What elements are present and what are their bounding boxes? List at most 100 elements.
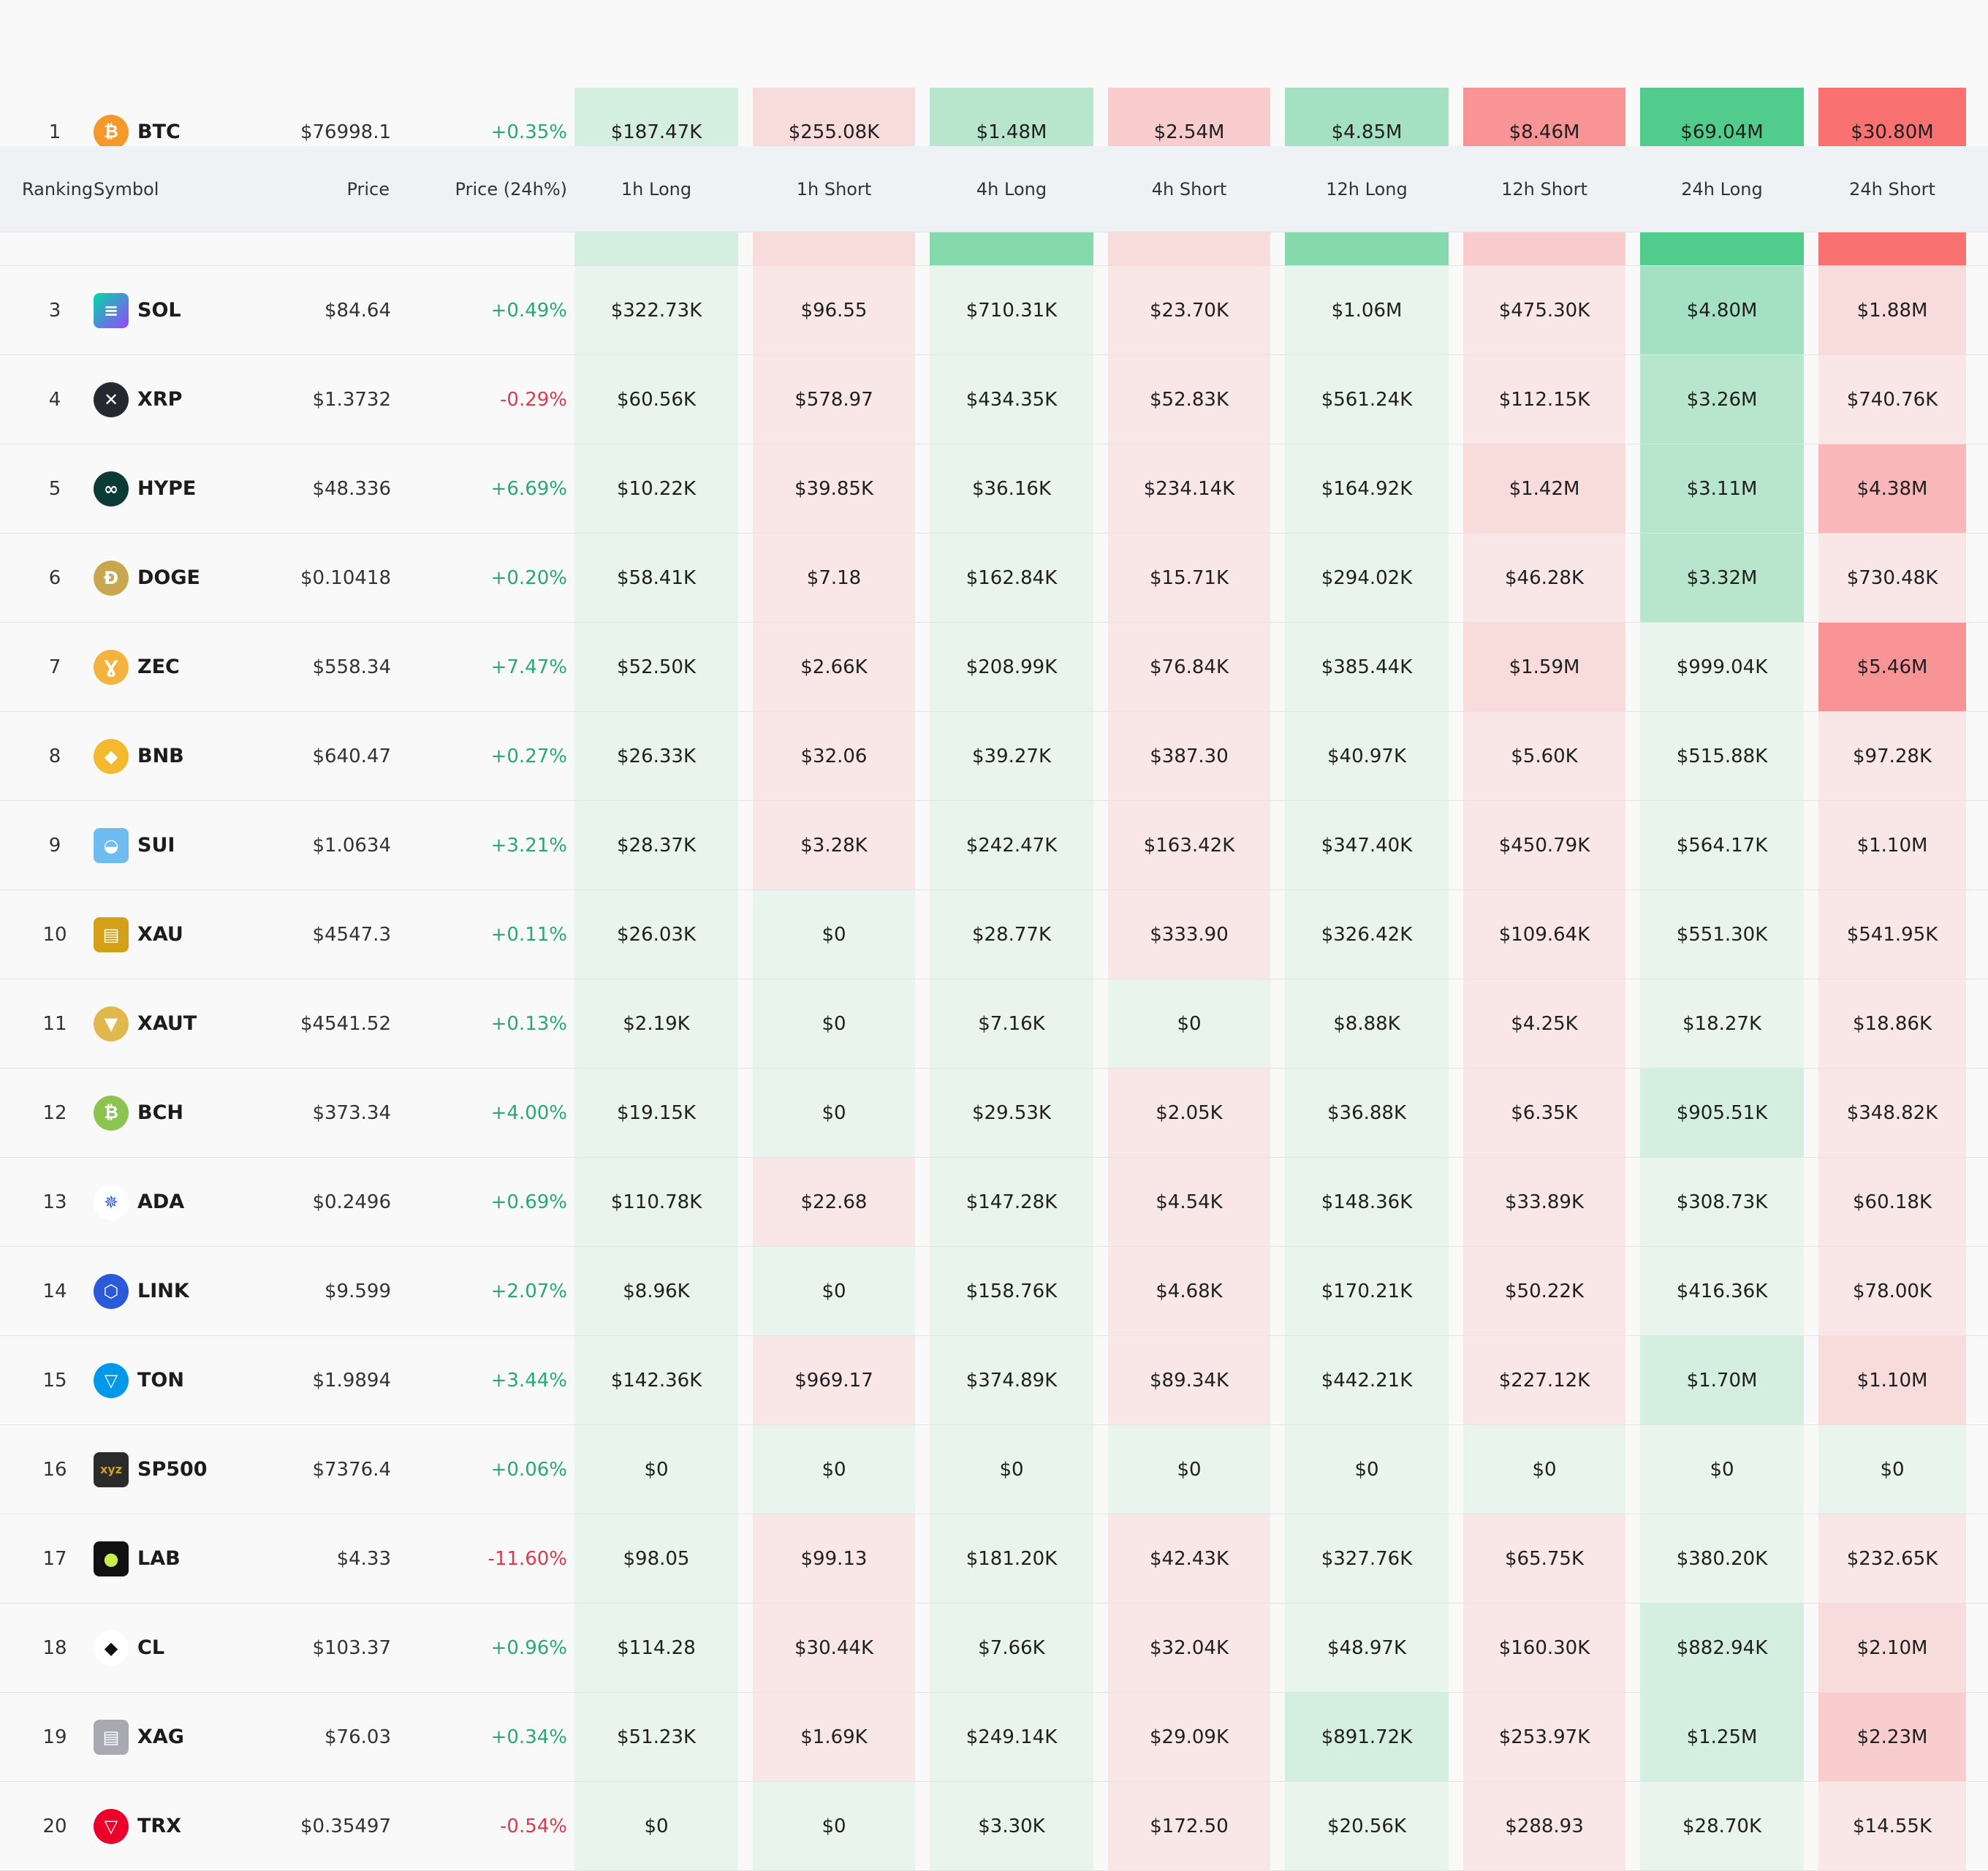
table-row[interactable]: 13 ✵ ADA $0.2496 +0.69% $110.78K $22.68 $147.28… xyxy=(0,1158,1988,1247)
value-4h-long: $7.16K xyxy=(930,979,1093,1068)
rank-cell: 5 xyxy=(48,477,61,500)
price-cell: $0.10418 xyxy=(300,566,391,589)
rank-cell: 11 xyxy=(42,1012,67,1035)
symbol-cell[interactable]: ◆ CL xyxy=(94,1604,276,1692)
symbol-cell[interactable]: ⬡ LINK xyxy=(94,1247,276,1335)
rank-cell: 7 xyxy=(48,656,61,678)
value-24h-long: $4.80M xyxy=(1640,266,1804,354)
table-row[interactable]: 10 ▤ XAU $4547.3 +0.11% $26.03K $0 $28.77K $333.… xyxy=(0,890,1988,979)
rank-cell: 17 xyxy=(42,1547,67,1570)
value-1h-long: $60.56K xyxy=(574,355,738,444)
value-24h-short: $1.10M xyxy=(1818,1336,1966,1424)
rank-cell: 1 xyxy=(48,121,61,143)
symbol-cell[interactable]: ◆ BNB xyxy=(94,712,276,800)
value-1h-short: $0 xyxy=(753,890,915,979)
symbol-cell[interactable]: ▽ TON xyxy=(94,1336,276,1424)
symbol-label: TON xyxy=(137,1369,184,1392)
value-24h-long: $905.51K xyxy=(1640,1069,1804,1157)
symbol-cell[interactable]: xyz SP500 xyxy=(94,1425,276,1514)
symbol-cell[interactable]: ≡ SOL xyxy=(94,266,276,354)
col-header-1h-long[interactable]: 1h Long xyxy=(621,178,692,200)
value-24h-long: $0 xyxy=(1640,1425,1804,1514)
value-1h-short: $30.44K xyxy=(753,1604,915,1692)
value-12h-long: $442.21K xyxy=(1285,1336,1449,1424)
symbol-cell[interactable]: ▤ XAG xyxy=(94,1693,276,1781)
symbol-cell[interactable]: ▽ TRX xyxy=(94,1782,276,1870)
table-row[interactable]: 5 ∞ HYPE $48.336 +6.69% $10.22K $39.85K $36.16K… xyxy=(0,444,1988,534)
symbol-cell[interactable]: ₿ BTC xyxy=(94,88,276,176)
value-24h-short: $541.95K xyxy=(1818,890,1966,979)
value-1h-long: $10.22K xyxy=(574,444,738,533)
table-row[interactable]: 4 ✕ XRP $1.3732 -0.29% $60.56K $578.97 $434.35K… xyxy=(0,355,1988,444)
symbol-cell[interactable]: Ɣ ZEC xyxy=(94,623,276,711)
value-12h-long: $148.36K xyxy=(1285,1158,1449,1246)
col-header-change[interactable]: Price (24h%) xyxy=(455,178,567,200)
symbol-cell[interactable]: ▤ XAU xyxy=(94,890,276,979)
table-row[interactable]: 3 ≡ SOL $84.64 +0.49% $322.73K $96.55 $710.31K $… xyxy=(0,266,1988,355)
change-cell: +0.96% xyxy=(490,1636,567,1659)
value-12h-long: $385.44K xyxy=(1285,623,1449,711)
table-row[interactable]: 19 ▤ XAG $76.03 +0.34% $51.23K $1.69K $249.14K $… xyxy=(0,1693,1988,1782)
solana-icon: ≡ xyxy=(94,292,129,328)
value-1h-long: $26.03K xyxy=(574,890,738,979)
table-row[interactable]: 18 ◆ CL $103.37 +0.96% $114.28 $30.44K $7.66K $3… xyxy=(0,1604,1988,1693)
col-header-price[interactable]: Price xyxy=(346,178,390,200)
value-24h-long: $380.20K xyxy=(1640,1514,1804,1603)
col-header-ranking[interactable]: Ranking xyxy=(22,178,94,200)
value-12h-long: $8.88K xyxy=(1285,979,1449,1068)
value-12h-long: $1.06M xyxy=(1285,266,1449,354)
table-row[interactable]: 7 Ɣ ZEC $558.34 +7.47% $52.50K $2.66K $208.99K $… xyxy=(0,623,1988,712)
table-row[interactable]: 11 ▼ XAUT $4541.52 +0.13% $2.19K $0 $7.16K $0 $8.… xyxy=(0,979,1988,1069)
value-24h-short: $14.55K xyxy=(1818,1782,1966,1870)
value-1h-long: $28.37K xyxy=(574,801,738,889)
symbol-cell[interactable]: Ð DOGE xyxy=(94,534,276,622)
symbol-cell[interactable]: ◒ SUI xyxy=(94,801,276,889)
col-header-4h-long[interactable]: 4h Long xyxy=(976,178,1047,200)
symbol-cell[interactable]: ∞ HYPE xyxy=(94,444,276,533)
value-4h-short: $2.05K xyxy=(1108,1069,1270,1157)
price-cell: $0.35497 xyxy=(300,1815,391,1837)
value-24h-short: $730.48K xyxy=(1818,534,1966,622)
value-4h-short: $387.30 xyxy=(1108,712,1270,800)
value-4h-long: $162.84K xyxy=(930,534,1093,622)
table-row[interactable]: 17 ● LAB $4.33 -11.60% $98.05 $99.13 $181.20K $4… xyxy=(0,1514,1988,1604)
value-1h-short: $969.17 xyxy=(753,1336,915,1424)
value-24h-short: $78.00K xyxy=(1818,1247,1966,1335)
value-1h-short: $0 xyxy=(753,1069,915,1157)
symbol-cell[interactable]: ₿ BCH xyxy=(94,1069,276,1157)
symbol-cell[interactable]: ▼ XAUT xyxy=(94,979,276,1068)
value-4h-short: $89.34K xyxy=(1108,1336,1270,1424)
value-4h-long: $3.30K xyxy=(930,1782,1093,1870)
price-cell: $558.34 xyxy=(312,656,391,678)
col-header-12h-long[interactable]: 12h Long xyxy=(1326,178,1408,200)
col-header-symbol[interactable]: Symbol xyxy=(94,178,159,200)
value-24h-long: $308.73K xyxy=(1640,1158,1804,1246)
table-row[interactable]: 6 Ð DOGE $0.10418 +0.20% $58.41K $7.18 $162.84K… xyxy=(0,534,1988,623)
table-row[interactable]: 14 ⬡ LINK $9.599 +2.07% $8.96K $0 $158.76K $4.68… xyxy=(0,1247,1988,1336)
symbol-cell[interactable]: ✕ XRP xyxy=(94,355,276,444)
rank-cell: 3 xyxy=(48,299,61,322)
value-24h-short: $5.46M xyxy=(1818,623,1966,711)
table-row[interactable]: 12 ₿ BCH $373.34 +4.00% $19.15K $0 $29.53K $2.05… xyxy=(0,1069,1988,1158)
col-header-12h-short[interactable]: 12h Short xyxy=(1501,178,1587,200)
value-4h-short: $234.14K xyxy=(1108,444,1270,533)
symbol-cell[interactable]: ● LAB xyxy=(94,1514,276,1603)
table-row[interactable]: 8 ◆ BNB $640.47 +0.27% $26.33K $32.06 $39.27K $3… xyxy=(0,712,1988,801)
table-row[interactable]: 9 ◒ SUI $1.0634 +3.21% $28.37K $3.28K $242.47K $… xyxy=(0,801,1988,890)
change-cell: +0.69% xyxy=(490,1191,567,1213)
table-row[interactable]: 16 xyz SP500 $7376.4 +0.06% $0 $0 $0 $0 $0 $0 $0 $0 xyxy=(0,1425,1988,1514)
value-1h-short: $0 xyxy=(753,1425,915,1514)
symbol-label: ADA xyxy=(137,1191,185,1213)
col-header-24h-long[interactable]: 24h Long xyxy=(1681,178,1763,200)
table-row[interactable]: 15 ▽ TON $1.9894 +3.44% $142.36K $969.17 $374.8… xyxy=(0,1336,1988,1425)
symbol-label: XAUT xyxy=(137,1012,197,1035)
col-header-1h-short[interactable]: 1h Short xyxy=(796,178,872,200)
value-4h-long: $28.77K xyxy=(930,890,1093,979)
value-1h-long: $0 xyxy=(574,1782,738,1870)
col-header-24h-short[interactable]: 24h Short xyxy=(1849,178,1935,200)
value-24h-short: $4.38M xyxy=(1818,444,1966,533)
symbol-cell[interactable]: ✵ ADA xyxy=(94,1158,276,1246)
table-row[interactable]: 20 ▽ TRX $0.35497 -0.54% $0 $0 $3.30K $172.50 $20… xyxy=(0,1782,1988,1871)
col-header-4h-short[interactable]: 4h Short xyxy=(1151,178,1227,200)
value-1h-short: $0 xyxy=(753,1782,915,1870)
